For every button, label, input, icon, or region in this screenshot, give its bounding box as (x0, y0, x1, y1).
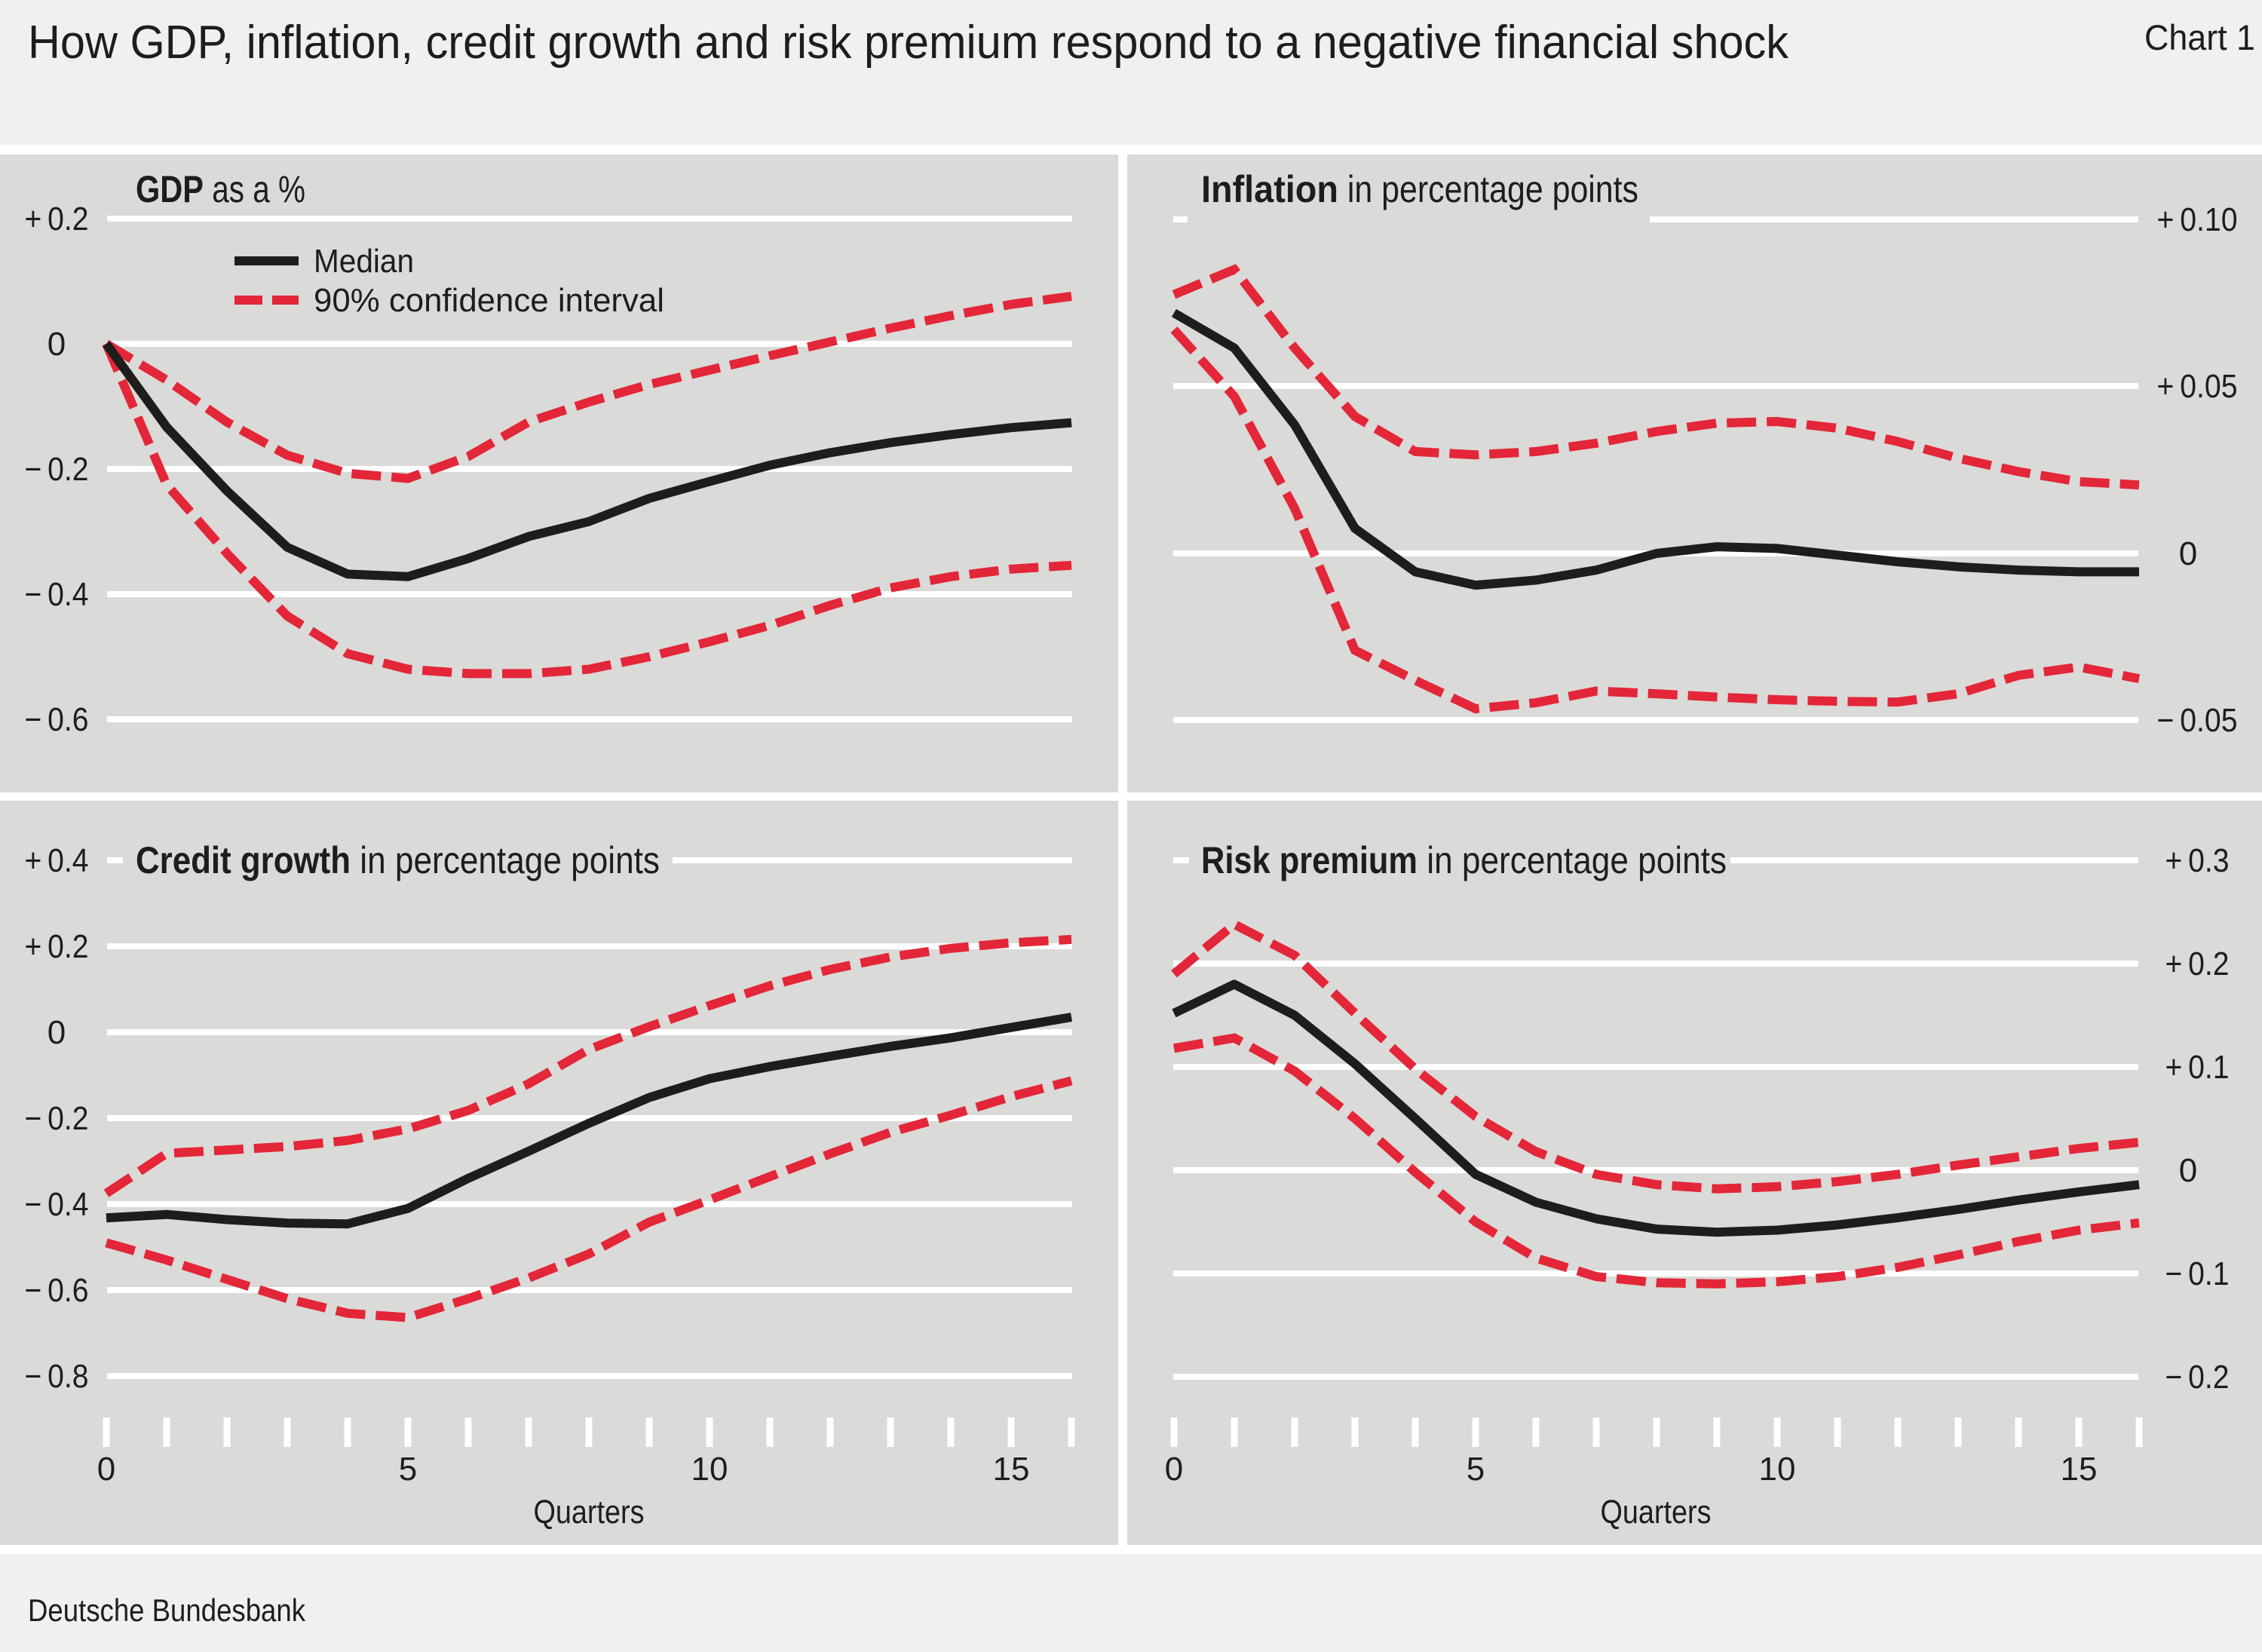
svg-text:Risk premium in percentage poi: Risk premium in percentage points (1201, 839, 1727, 881)
svg-text:Quarters: Quarters (534, 1494, 645, 1531)
svg-text:Quarters: Quarters (1601, 1494, 1712, 1531)
svg-text:Median: Median (314, 243, 414, 280)
svg-text:0: 0 (97, 1451, 115, 1488)
svg-text:0: 0 (2179, 535, 2197, 572)
svg-text:− 0.2: − 0.2 (25, 451, 89, 488)
svg-text:15: 15 (2061, 1451, 2098, 1488)
svg-text:5: 5 (1467, 1451, 1485, 1488)
svg-text:+ 0.3: + 0.3 (2165, 842, 2230, 879)
svg-text:5: 5 (399, 1451, 417, 1488)
svg-text:10: 10 (691, 1451, 728, 1488)
svg-text:+ 0.4: + 0.4 (25, 842, 89, 879)
svg-text:0: 0 (1165, 1451, 1183, 1488)
svg-text:+ 0.2: + 0.2 (2165, 946, 2230, 982)
svg-text:10: 10 (1759, 1451, 1796, 1488)
svg-text:Credit growth in percentage po: Credit growth in percentage points (136, 839, 660, 881)
svg-text:− 0.05: − 0.05 (2157, 702, 2238, 739)
svg-text:15: 15 (993, 1451, 1030, 1488)
svg-text:0: 0 (2179, 1152, 2197, 1189)
svg-text:− 0.1: − 0.1 (2165, 1255, 2230, 1292)
svg-text:Inflation in percentage points: Inflation in percentage points (1201, 168, 1638, 210)
svg-text:+ 0.1: + 0.1 (2165, 1049, 2230, 1086)
svg-text:How GDP, inflation, credit gro: How GDP, inflation, credit growth and ri… (28, 17, 1789, 69)
svg-text:Chart 1: Chart 1 (2144, 17, 2255, 57)
svg-text:+ 0.05: + 0.05 (2157, 368, 2238, 405)
svg-text:+ 0.10: + 0.10 (2157, 201, 2238, 238)
svg-text:− 0.6: − 0.6 (25, 701, 89, 738)
svg-text:90% confidence interval: 90% confidence interval (314, 282, 664, 319)
svg-text:− 0.4: − 0.4 (25, 1186, 89, 1223)
svg-text:− 0.8: − 0.8 (25, 1358, 89, 1395)
svg-text:− 0.2: − 0.2 (2165, 1359, 2230, 1396)
svg-text:0: 0 (48, 1014, 66, 1051)
svg-text:+ 0.2: + 0.2 (25, 928, 89, 965)
svg-text:− 0.6: − 0.6 (25, 1272, 89, 1309)
svg-text:Deutsche Bundesbank: Deutsche Bundesbank (28, 1592, 306, 1628)
svg-text:GDP as a %: GDP as a % (136, 168, 305, 210)
svg-text:+ 0.2: + 0.2 (25, 201, 89, 238)
svg-text:− 0.2: − 0.2 (25, 1100, 89, 1137)
svg-text:− 0.4: − 0.4 (25, 576, 89, 613)
svg-text:0: 0 (48, 326, 66, 363)
